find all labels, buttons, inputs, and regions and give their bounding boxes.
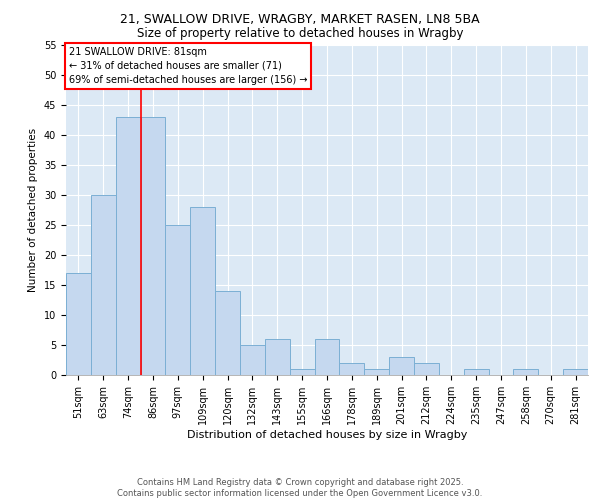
Bar: [66, 273, 91, 375]
Bar: [563, 369, 588, 375]
Bar: [464, 369, 488, 375]
Bar: [290, 369, 314, 375]
Bar: [364, 369, 389, 375]
Bar: [340, 363, 364, 375]
Text: 21 SWALLOW DRIVE: 81sqm
← 31% of detached houses are smaller (71)
69% of semi-de: 21 SWALLOW DRIVE: 81sqm ← 31% of detache…: [68, 46, 307, 84]
Text: Contains HM Land Registry data © Crown copyright and database right 2025.
Contai: Contains HM Land Registry data © Crown c…: [118, 478, 482, 498]
Bar: [140, 117, 166, 375]
Bar: [116, 117, 140, 375]
Bar: [215, 291, 240, 375]
Bar: [91, 195, 116, 375]
Bar: [514, 369, 538, 375]
Bar: [265, 339, 290, 375]
Bar: [389, 357, 414, 375]
Bar: [240, 345, 265, 375]
Text: 21, SWALLOW DRIVE, WRAGBY, MARKET RASEN, LN8 5BA: 21, SWALLOW DRIVE, WRAGBY, MARKET RASEN,…: [120, 12, 480, 26]
Bar: [190, 207, 215, 375]
Y-axis label: Number of detached properties: Number of detached properties: [28, 128, 38, 292]
Bar: [314, 339, 340, 375]
Bar: [166, 225, 190, 375]
X-axis label: Distribution of detached houses by size in Wragby: Distribution of detached houses by size …: [187, 430, 467, 440]
Text: Size of property relative to detached houses in Wragby: Size of property relative to detached ho…: [137, 28, 463, 40]
Bar: [414, 363, 439, 375]
